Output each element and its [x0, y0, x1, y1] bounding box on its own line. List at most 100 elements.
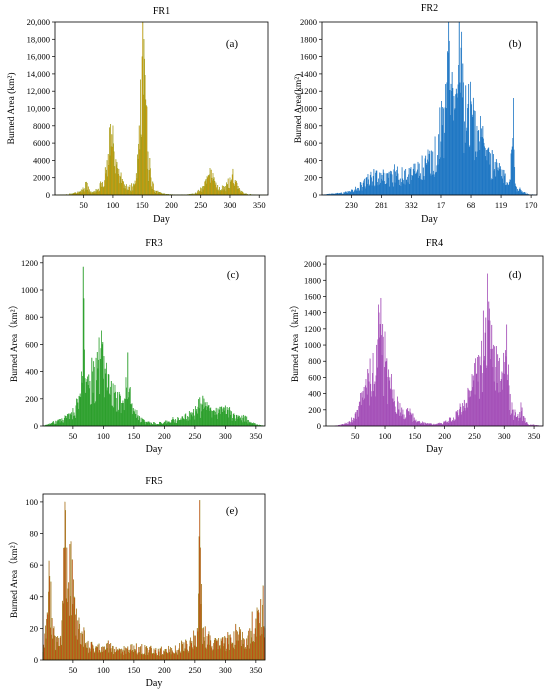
- x-tick-label: 50: [79, 200, 88, 210]
- chart-title: FR1: [153, 6, 170, 17]
- y-tick-label: 0: [34, 421, 38, 431]
- y-axis-label: Burned Area(km²): [293, 74, 304, 144]
- x-tick-label: 250: [188, 665, 201, 675]
- x-tick-label: 170: [525, 200, 538, 210]
- chart-title: FR2: [421, 3, 438, 14]
- x-tick-label: 50: [351, 431, 360, 441]
- y-tick-label: 18,000: [27, 34, 50, 44]
- x-tick-label: 281: [375, 200, 388, 210]
- y-tick-label: 1000: [21, 285, 38, 295]
- y-tick-label: 200: [308, 405, 321, 415]
- x-tick-label: 68: [467, 200, 476, 210]
- bars: [43, 266, 265, 427]
- y-tick-label: 0: [34, 655, 38, 665]
- x-tick-label: 150: [127, 665, 140, 675]
- y-tick-label: 1200: [304, 324, 321, 334]
- x-tick-label: 332: [405, 200, 418, 210]
- x-axis-label: Day: [153, 214, 170, 225]
- panel-letter: (a): [226, 38, 239, 50]
- y-tick-label: 400: [308, 389, 321, 399]
- bars: [42, 500, 266, 661]
- y-tick-label: 400: [304, 155, 317, 165]
- y-tick-label: 8000: [33, 121, 50, 131]
- y-tick-label: 1000: [300, 104, 317, 114]
- panel-letter: (b): [509, 38, 522, 50]
- y-tick-label: 100: [25, 497, 38, 507]
- chart-title: FR5: [145, 476, 162, 487]
- x-axis-label: Day: [421, 214, 438, 225]
- y-tick-label: 600: [308, 372, 321, 382]
- y-tick-label: 1600: [304, 291, 321, 301]
- y-tick-label: 1200: [300, 86, 317, 96]
- y-tick-label: 0: [313, 190, 317, 200]
- y-tick-label: 1800: [304, 275, 321, 285]
- y-tick-label: 60: [30, 560, 39, 570]
- plot-frame: [42, 255, 266, 427]
- x-tick-label: 300: [498, 431, 511, 441]
- y-tick-label: 14,000: [27, 69, 50, 79]
- y-axis-label: Burned Area（km²）: [289, 300, 301, 382]
- y-tick-label: 600: [25, 339, 38, 349]
- y-tick-label: 2000: [300, 17, 317, 27]
- y-tick-label: 1400: [304, 308, 321, 318]
- x-tick-label: 100: [97, 431, 110, 441]
- chart-title: FR4: [426, 238, 443, 249]
- x-tick-label: 200: [438, 431, 451, 441]
- y-tick-label: 1400: [300, 69, 317, 79]
- y-tick-label: 1200: [21, 258, 38, 268]
- x-tick-label: 250: [188, 431, 201, 441]
- y-tick-label: 80: [30, 529, 39, 539]
- panel-letter: (e): [226, 505, 239, 517]
- y-tick-label: 1600: [300, 52, 317, 62]
- x-axis-label: Day: [146, 444, 163, 455]
- bars: [334, 273, 543, 427]
- x-tick-label: 100: [97, 665, 110, 675]
- x-tick-label: 150: [136, 200, 149, 210]
- y-tick-label: 2000: [304, 259, 321, 269]
- y-tick-label: 4000: [33, 155, 50, 165]
- x-axis-label: Day: [426, 444, 443, 455]
- x-tick-label: 350: [253, 200, 266, 210]
- chart-panel-fr2: FR2 0 200 400 600 800 1000 1200 1400 1600 1800 2000…: [293, 3, 537, 225]
- x-tick-label: 350: [249, 431, 262, 441]
- x-tick-label: 17: [437, 200, 446, 210]
- y-tick-label: 0: [317, 421, 321, 431]
- y-axis-label: Burned Area（km²）: [8, 536, 20, 618]
- y-tick-label: 16,000: [27, 52, 50, 62]
- y-tick-label: 12,000: [27, 86, 50, 96]
- y-tick-label: 1000: [304, 340, 321, 350]
- y-axis-label: Burned Area（km²）: [8, 300, 20, 382]
- x-tick-label: 200: [158, 665, 171, 675]
- x-tick-label: 250: [194, 200, 207, 210]
- plot-frame: [42, 493, 266, 661]
- y-tick-label: 0: [46, 190, 50, 200]
- x-tick-label: 350: [528, 431, 541, 441]
- x-axis-label: Day: [146, 678, 163, 689]
- x-tick-label: 100: [379, 431, 392, 441]
- x-tick-label: 150: [408, 431, 421, 441]
- chart-panel-fr5: FR5 0 20 40 60 80 100 50 100 150 200 250 300 350 Day Bu…: [8, 476, 266, 689]
- x-tick-label: 350: [249, 665, 262, 675]
- y-tick-label: 200: [304, 173, 317, 183]
- x-tick-label: 100: [107, 200, 120, 210]
- plot-frame: [325, 255, 544, 427]
- x-tick-label: 150: [127, 431, 140, 441]
- chart-panel-fr4: FR4 0 200 400 600 800 1000 1200 1400 1600 1800 2000…: [289, 238, 544, 455]
- chart-title: FR3: [145, 238, 162, 249]
- x-tick-label: 300: [224, 200, 237, 210]
- y-tick-label: 800: [304, 121, 317, 131]
- y-tick-label: 800: [25, 312, 38, 322]
- chart-panel-fr1: FR1 0 2000 4000 6000 8000 10,000 12,000 14,000 16…: [6, 6, 269, 225]
- y-tick-label: 40: [30, 592, 39, 602]
- x-tick-label: 50: [69, 665, 78, 675]
- chart-panel-fr3: FR3 0 200 400 600 800 1000 1200 50 100 150 200 250 30…: [8, 238, 266, 455]
- y-tick-label: 200: [25, 394, 38, 404]
- y-tick-label: 400: [25, 367, 38, 377]
- bars: [322, 21, 537, 196]
- y-tick-label: 600: [304, 138, 317, 148]
- y-tick-label: 2000: [33, 173, 50, 183]
- x-tick-label: 200: [165, 200, 178, 210]
- y-tick-label: 800: [308, 356, 321, 366]
- y-axis-label: Burned Area (km²): [6, 73, 17, 145]
